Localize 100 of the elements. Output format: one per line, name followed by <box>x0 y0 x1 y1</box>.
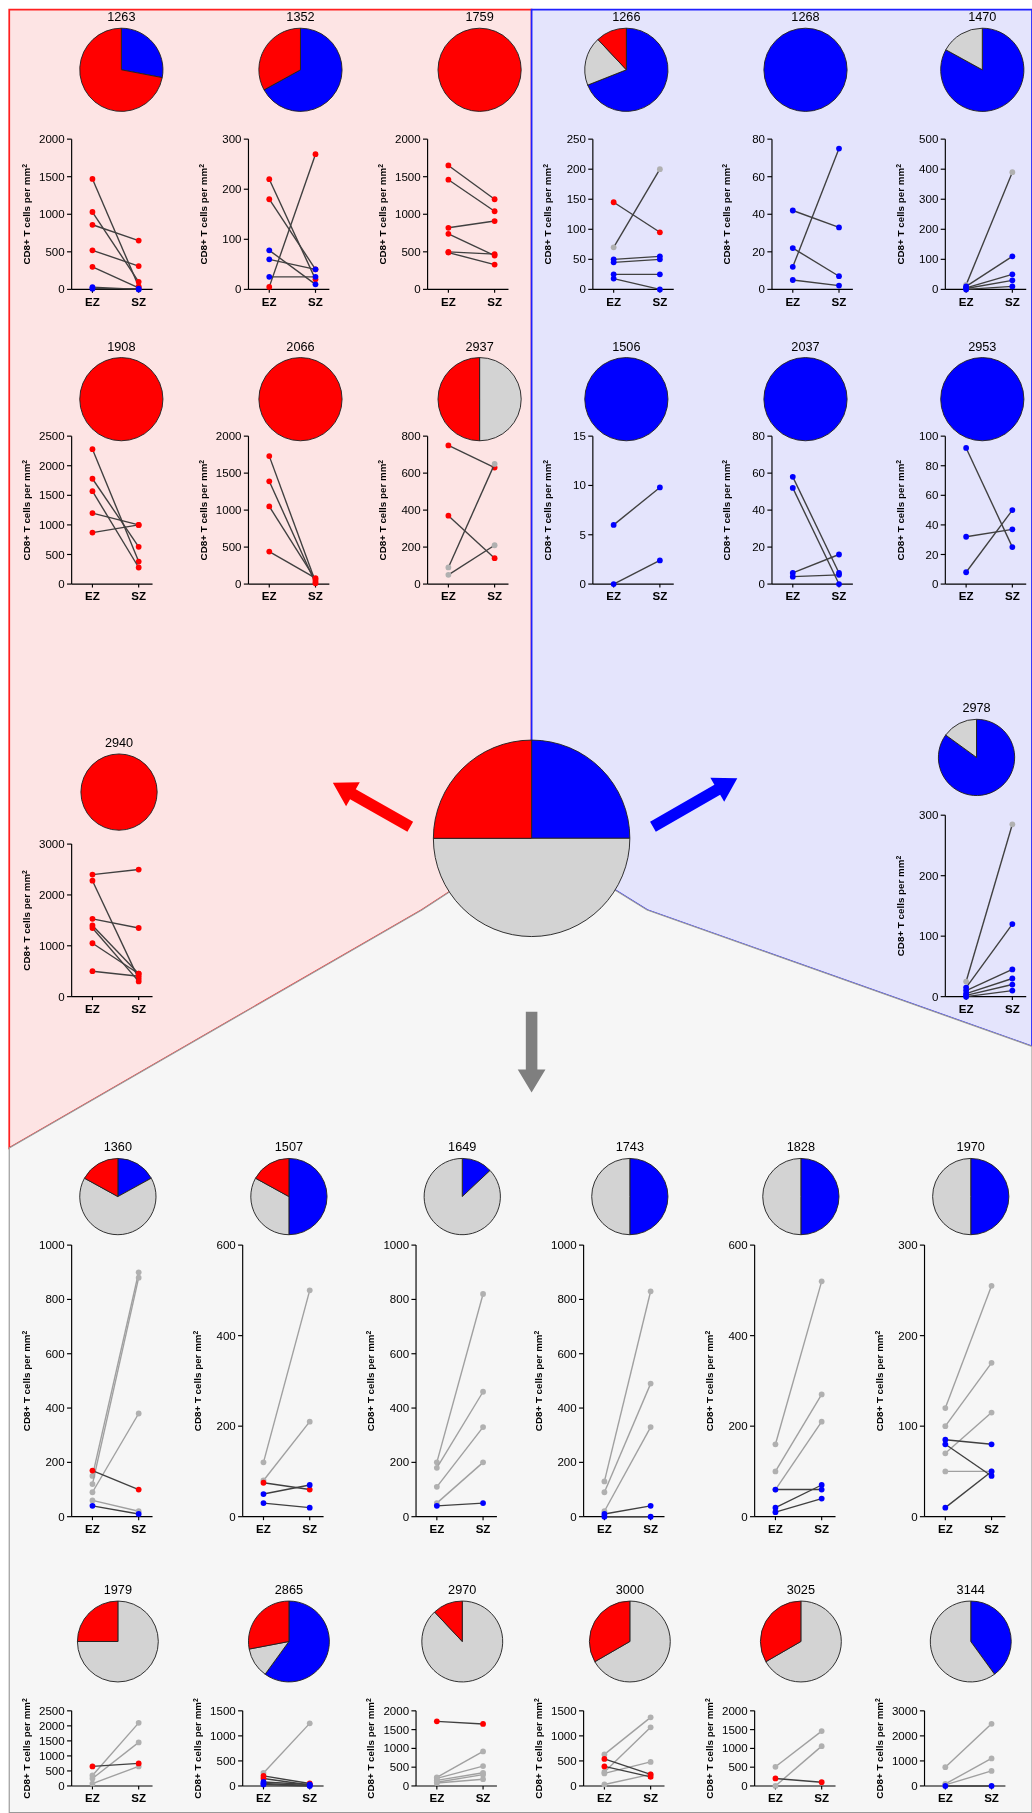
x-tick-label: EZ <box>441 295 456 308</box>
y-tick-label: 3000 <box>891 1704 918 1717</box>
y-tick-label: 5 <box>579 528 586 541</box>
y-tick-label: 500 <box>728 1761 748 1774</box>
y-tick-label: 1500 <box>39 170 65 183</box>
x-tick-label: SZ <box>131 295 147 308</box>
y-tick-label: 2500 <box>39 430 65 443</box>
y-tick-label: 1500 <box>550 1704 577 1717</box>
y-tick-label: 1000 <box>394 208 421 221</box>
x-tick-label: EZ <box>429 1792 445 1805</box>
y-tick-label: 500 <box>389 1761 410 1774</box>
y-tick-label: 60 <box>752 170 766 183</box>
chart-title: 1360 <box>103 1139 133 1155</box>
x-tick-label: SZ <box>487 590 502 603</box>
x-tick-label: EZ <box>937 1522 953 1535</box>
y-tick-label: 150 <box>566 193 586 206</box>
chart-title: 1263 <box>107 9 136 25</box>
y-tick-label: 200 <box>898 1329 918 1342</box>
x-tick-label: SZ <box>131 1522 147 1535</box>
y-tick-label: 1000 <box>39 1749 65 1762</box>
x-tick-label: SZ <box>131 590 147 603</box>
y-tick-label: 1000 <box>891 1754 918 1767</box>
y-tick-label: 500 <box>216 1754 236 1767</box>
y-tick-label: 0 <box>414 578 421 591</box>
chart-title: 3000 <box>615 1582 644 1598</box>
chart-title: 3025 <box>786 1582 815 1598</box>
y-tick-label: 0 <box>235 283 242 296</box>
y-tick-label: 40 <box>925 518 939 531</box>
y-tick-label: 0 <box>58 578 65 591</box>
y-tick-label: 2000 <box>383 1704 410 1717</box>
y-tick-label: 100 <box>919 930 939 943</box>
y-tick-label: 60 <box>752 467 766 480</box>
y-tick-label: 100 <box>566 223 586 236</box>
y-tick-label: 2000 <box>891 1729 918 1742</box>
y-tick-label: 250 <box>566 133 586 146</box>
y-tick-label: 300 <box>919 193 939 206</box>
y-tick-label: 0 <box>58 1780 65 1792</box>
x-tick-label: EZ <box>768 1522 783 1535</box>
y-tick-label: 1000 <box>39 1239 65 1252</box>
y-tick-label: 2000 <box>215 430 242 443</box>
y-tick-label: 300 <box>222 133 242 146</box>
y-tick-label: 20 <box>752 541 766 554</box>
chart-title: 1743 <box>615 1139 644 1155</box>
y-tick-label: 3000 <box>39 838 65 851</box>
y-tick-label: 600 <box>401 467 421 480</box>
y-tick-label: 2500 <box>39 1704 65 1717</box>
y-tick-label: 600 <box>389 1347 410 1360</box>
x-tick-label: SZ <box>831 590 847 603</box>
y-tick-label: 200 <box>45 1456 65 1469</box>
y-tick-label: 1500 <box>210 1704 236 1717</box>
chart-title: 2865 <box>274 1582 304 1598</box>
y-tick-label: 0 <box>235 578 242 591</box>
y-tick-label: 0 <box>58 283 65 296</box>
y-tick-label: 500 <box>45 245 65 258</box>
y-tick-label: 100 <box>919 430 939 443</box>
y-tick-label: 200 <box>919 223 939 236</box>
chart-title: 1506 <box>612 338 641 354</box>
y-tick-label: 800 <box>389 1293 410 1306</box>
y-tick-label: 2000 <box>39 459 65 472</box>
y-tick-label: 0 <box>758 283 766 296</box>
chart-title: 3144 <box>956 1582 985 1598</box>
y-tick-label: 1000 <box>550 1729 577 1742</box>
x-tick-label: EZ <box>85 1002 100 1015</box>
x-tick-label: EZ <box>85 1522 100 1535</box>
chart-title: 1979 <box>103 1582 133 1598</box>
y-tick-label: 0 <box>758 578 766 591</box>
y-tick-label: 1500 <box>39 489 65 502</box>
x-tick-label: EZ <box>958 1002 974 1015</box>
x-tick-label: SZ <box>475 1522 491 1535</box>
y-tick-label: 0 <box>402 1510 410 1523</box>
x-tick-label: SZ <box>831 295 847 308</box>
y-tick-label: 0 <box>229 1780 236 1792</box>
y-tick-label: 2000 <box>394 133 421 146</box>
chart-title: 2978 <box>962 700 991 716</box>
x-tick-label: EZ <box>958 295 974 308</box>
y-tick-label: 600 <box>216 1239 236 1252</box>
x-tick-label: SZ <box>643 1522 659 1535</box>
y-tick-label: 1000 <box>210 1729 236 1742</box>
y-tick-label: 400 <box>919 163 939 176</box>
y-tick-label: 200 <box>566 163 586 176</box>
x-tick-label: SZ <box>814 1792 830 1805</box>
y-tick-label: 10 <box>573 479 586 492</box>
y-tick-label: 200 <box>919 869 939 882</box>
y-tick-label: 300 <box>919 809 939 822</box>
y-tick-label: 40 <box>752 208 766 221</box>
x-tick-label: EZ <box>606 590 622 603</box>
y-tick-label: 0 <box>931 990 939 1003</box>
y-tick-label: 0 <box>911 1510 918 1523</box>
y-tick-label: 0 <box>931 578 939 591</box>
y-tick-label: 0 <box>58 1510 65 1523</box>
x-tick-label: SZ <box>984 1522 999 1535</box>
y-tick-label: 0 <box>741 1510 748 1523</box>
y-tick-label: 1000 <box>383 1742 410 1755</box>
y-tick-label: 600 <box>45 1347 65 1360</box>
y-tick-label: 400 <box>216 1329 236 1342</box>
y-tick-label: 800 <box>401 430 421 443</box>
chart-title: 2940 <box>104 735 134 751</box>
x-tick-label: SZ <box>131 1002 147 1015</box>
x-tick-label: EZ <box>785 295 801 308</box>
y-tick-label: 0 <box>570 1510 577 1523</box>
